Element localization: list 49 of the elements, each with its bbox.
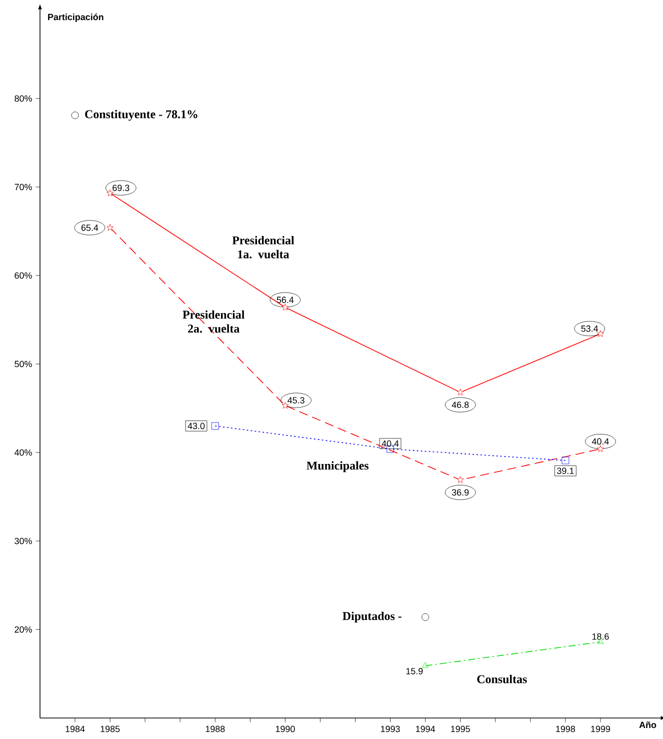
point bbox=[282, 402, 289, 409]
data-label: 15.9 bbox=[406, 668, 423, 674]
y-axis-title: Participación bbox=[48, 14, 104, 22]
data-label: 40.4 bbox=[592, 438, 609, 445]
y-tick-label: 40% bbox=[14, 449, 32, 456]
x-tick-label: 1993 bbox=[381, 726, 400, 732]
y-tick-label: 30% bbox=[14, 538, 32, 544]
data-label: 43.0 bbox=[188, 422, 205, 430]
data-label: 36.9 bbox=[452, 489, 469, 496]
point bbox=[106, 224, 114, 231]
y-tick-label: 20% bbox=[14, 626, 32, 633]
data-label: 65.4 bbox=[81, 224, 98, 231]
point bbox=[456, 388, 464, 396]
y-tick-label: 80% bbox=[14, 95, 32, 102]
point bbox=[422, 613, 429, 621]
x-tick-label: 1990 bbox=[276, 726, 295, 732]
point bbox=[211, 422, 219, 430]
data-label: 18.6 bbox=[592, 633, 609, 640]
data-label: 69.3 bbox=[112, 184, 130, 192]
x-axis-title: Año bbox=[639, 722, 656, 728]
series-label: Constituyente - 78.1% bbox=[85, 110, 198, 121]
point bbox=[596, 330, 604, 337]
series-label: Presidencial 2a. vuelta bbox=[182, 310, 244, 333]
data-label: 46.8 bbox=[452, 402, 469, 408]
x-tick-label: 1988 bbox=[206, 726, 225, 732]
x-tick-label: 1995 bbox=[451, 726, 470, 732]
series-label: Consultas bbox=[477, 674, 527, 684]
y-tick-label: 60% bbox=[14, 272, 32, 279]
data-label: 56.4 bbox=[276, 296, 294, 304]
series-label: Municipales bbox=[306, 461, 369, 472]
data-label: 53.4 bbox=[581, 325, 598, 332]
point bbox=[562, 456, 570, 464]
point bbox=[106, 190, 114, 196]
point bbox=[71, 112, 79, 120]
data-label: 45.3 bbox=[288, 397, 304, 404]
series-label: Presidencial 1a. vuelta bbox=[232, 236, 294, 258]
x-tick-label: 1999 bbox=[591, 726, 610, 732]
x-tick-label: 1998 bbox=[556, 726, 576, 732]
x-tick-label: 1985 bbox=[100, 726, 120, 732]
x-tick-label: 1994 bbox=[416, 726, 436, 732]
x-tick-label: 1984 bbox=[66, 726, 85, 732]
y-tick-label: 70% bbox=[14, 184, 32, 190]
point bbox=[596, 445, 604, 452]
point bbox=[282, 304, 289, 310]
y-tick-label: 50% bbox=[14, 360, 32, 368]
data-label: 40.4 bbox=[382, 440, 399, 447]
series-label: Diputados - bbox=[342, 612, 402, 623]
data-label: 39.1 bbox=[557, 468, 574, 474]
point bbox=[456, 476, 464, 483]
